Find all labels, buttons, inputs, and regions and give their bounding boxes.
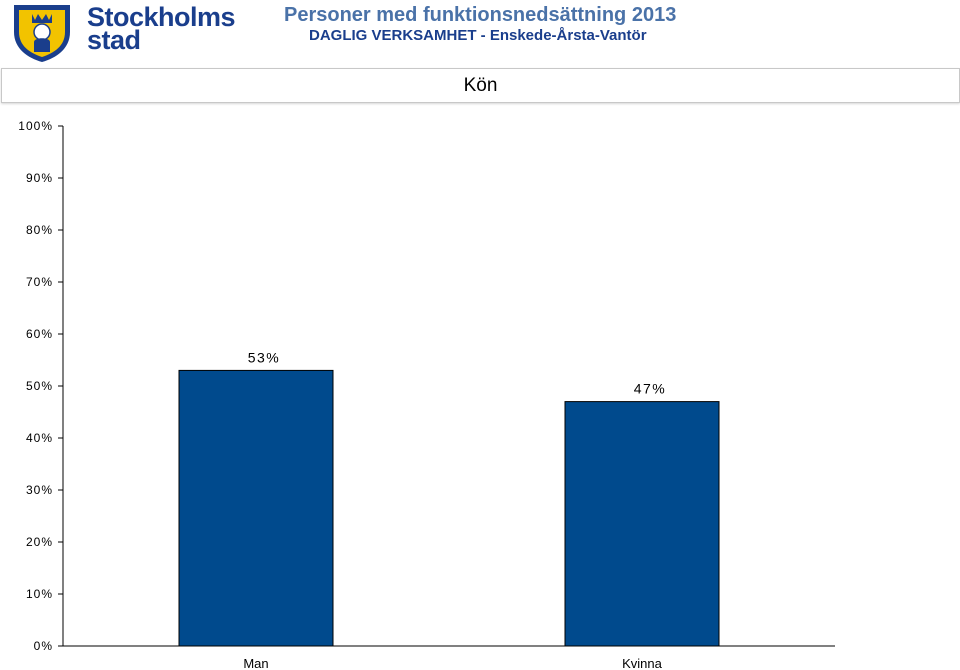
y-tick-label: 10% — [26, 587, 53, 601]
data-label: 47% — [634, 381, 667, 397]
logo-wordmark: Stockholms stad — [87, 2, 236, 55]
y-tick-label: 50% — [26, 379, 53, 393]
y-tick-label: 90% — [26, 171, 53, 185]
chart-title-box: Kön — [1, 68, 960, 103]
y-tick-label: 70% — [26, 275, 53, 289]
y-tick-label: 20% — [26, 535, 53, 549]
city-crest-icon — [14, 5, 70, 62]
x-category-label: Kvinna — [622, 656, 663, 670]
x-category-label: Man — [243, 656, 268, 670]
bar-kvinna — [564, 401, 720, 647]
page-title: Personer med funktionsnedsättning 2013 — [284, 4, 677, 26]
y-tick-label: 100% — [18, 119, 53, 133]
y-tick-label: 30% — [26, 483, 53, 497]
stockholm-logo: Stockholms stad — [12, 2, 236, 64]
y-tick-label: 60% — [26, 327, 53, 341]
page-subtitle: DAGLIG VERKSAMHET - Enskede-Årsta-Vantör — [309, 27, 647, 44]
bar-man — [178, 369, 334, 647]
logo-line-1: Stockholms — [87, 2, 236, 32]
data-label: 53% — [248, 349, 281, 365]
y-tick-label: 40% — [26, 431, 53, 445]
y-tick-label: 0% — [34, 639, 53, 653]
chart-title: Kön — [463, 75, 498, 96]
logo-line-2: stad — [87, 25, 141, 55]
y-tick-label: 80% — [26, 223, 53, 237]
